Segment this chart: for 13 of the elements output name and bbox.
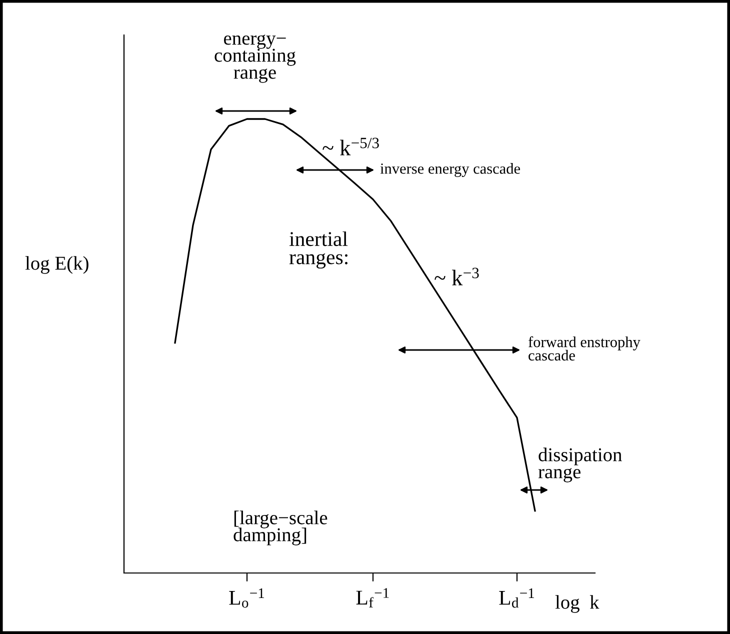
- text: energy− containing range: [214, 34, 296, 83]
- x-axis-title: log k: [555, 595, 600, 613]
- annotation: inertial ranges:: [289, 231, 348, 269]
- x-tick-label: L$_{o}$$^{−1}$: [229, 588, 264, 608]
- x-tick-label: L$_{d}$$^{−1}$: [499, 588, 534, 608]
- y-axis-title: log E(k): [25, 256, 88, 274]
- annotation: inverse energy cascade: [380, 163, 520, 177]
- annotation: dissipation range: [538, 448, 622, 482]
- annotation: ~ k$^{−5/3}$: [322, 138, 379, 156]
- annotation: ~ k$^{−3}$: [434, 268, 479, 286]
- annotation: forward enstrophy cascade: [528, 336, 640, 361]
- annotation: [large−scale damping]: [234, 510, 328, 546]
- x-tick-label: L$_{f}$$^{−1}$: [356, 588, 389, 608]
